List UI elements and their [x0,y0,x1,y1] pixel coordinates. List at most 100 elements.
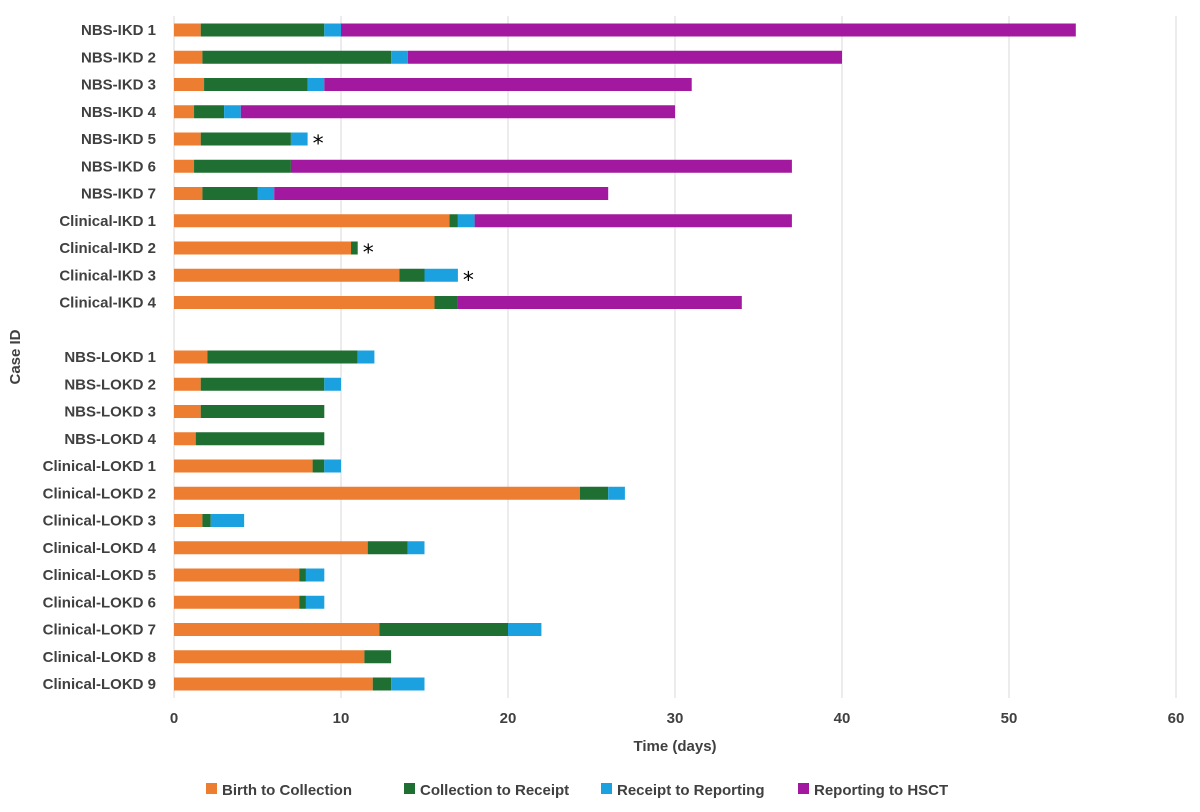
y-axis-title: Case ID [7,329,24,384]
bar-collection-to-receipt-clinical-lokd-7 [379,623,508,636]
category-label-clinical-lokd-1: Clinical-LOKD 1 [43,458,156,475]
category-label-clinical-lokd-2: Clinical-LOKD 2 [43,485,156,502]
category-label-nbs-lokd-2: NBS-LOKD 2 [64,376,156,393]
category-label-clinical-lokd-5: Clinical-LOKD 5 [43,567,156,584]
category-label-nbs-ikd-4: NBS-IKD 4 [81,104,157,121]
bar-collection-to-receipt-clinical-lokd-1 [312,459,325,473]
bar-birth-to-collection-nbs-lokd-2 [174,377,201,391]
bar-collection-to-receipt-nbs-ikd-2 [202,50,392,64]
bar-collection-to-receipt-clinical-ikd-1 [449,214,458,228]
bar-collection-to-receipt-clinical-lokd-5 [299,568,306,582]
bar-birth-to-collection-clinical-lokd-1 [174,459,313,473]
category-label-clinical-lokd-7: Clinical-LOKD 7 [43,622,156,639]
bar-collection-to-receipt-nbs-ikd-6 [194,159,291,173]
bar-birth-to-collection-clinical-lokd-7 [174,623,380,636]
category-label-nbs-lokd-4: NBS-LOKD 4 [64,431,156,448]
bar-receipt-to-reporting-nbs-ikd-1 [324,23,341,37]
bar-reporting-to-hsct-nbs-ikd-7 [274,187,609,200]
legend-swatch-collection-to-receipt [404,783,415,794]
bar-collection-to-receipt-nbs-lokd-1 [207,350,358,364]
bar-collection-to-receipt-clinical-lokd-8 [364,650,392,664]
bar-collection-to-receipt-nbs-ikd-3 [204,78,308,91]
bar-birth-to-collection-clinical-lokd-5 [174,568,300,582]
bar-receipt-to-reporting-clinical-lokd-4 [407,541,425,555]
category-label-clinical-lokd-8: Clinical-LOKD 8 [43,649,156,666]
bar-birth-to-collection-clinical-lokd-3 [174,514,203,527]
bar-reporting-to-hsct-nbs-ikd-2 [407,50,842,64]
bar-reporting-to-hsct-nbs-ikd-1 [341,23,1076,37]
bar-receipt-to-reporting-clinical-lokd-6 [305,595,325,609]
bar-receipt-to-reporting-clinical-lokd-5 [305,568,325,582]
bar-reporting-to-hsct-nbs-ikd-4 [240,105,676,119]
bar-birth-to-collection-clinical-ikd-1 [174,214,450,228]
bar-receipt-to-reporting-nbs-ikd-5 [290,132,308,146]
category-label-nbs-ikd-1: NBS-IKD 1 [81,22,156,39]
legend-label-birth-to-collection: Birth to Collection [222,782,352,799]
bar-receipt-to-reporting-clinical-lokd-1 [324,459,341,473]
category-label-nbs-ikd-6: NBS-IKD 6 [81,158,156,175]
category-label-clinical-ikd-4: Clinical-IKD 4 [59,295,156,312]
x-tick-60: 60 [1168,710,1185,727]
bar-collection-to-receipt-clinical-lokd-4 [367,541,408,555]
category-label-clinical-lokd-6: Clinical-LOKD 6 [43,594,156,611]
bar-collection-to-receipt-clinical-ikd-3 [399,268,425,282]
bar-birth-to-collection-nbs-ikd-6 [174,159,195,173]
annotation-asterisk-clinical-ikd-2: * [363,241,374,266]
legend: Birth to Collection Collection to Receipt… [206,782,948,799]
bar-birth-to-collection-clinical-ikd-3 [174,268,400,282]
bar-receipt-to-reporting-clinical-lokd-3 [210,514,245,527]
bar-birth-to-collection-clinical-lokd-6 [174,595,300,609]
legend-label-reporting-to-hsct: Reporting to HSCT [814,782,948,799]
bar-reporting-to-hsct-clinical-ikd-4 [457,296,742,309]
x-tick-40: 40 [834,710,851,727]
bar-reporting-to-hsct-nbs-ikd-6 [290,159,792,173]
category-label-nbs-lokd-3: NBS-LOKD 3 [64,404,156,421]
bar-birth-to-collection-nbs-ikd-5 [174,132,201,146]
bar-receipt-to-reporting-clinical-ikd-3 [424,268,458,282]
bar-collection-to-receipt-clinical-lokd-2 [579,486,609,500]
legend-swatch-birth-to-collection [206,783,217,794]
bar-reporting-to-hsct-clinical-ikd-1 [474,214,792,228]
x-tick-20: 20 [500,710,517,727]
category-labels: NBS-IKD 1 NBS-IKD 2 NBS-IKD 3 NBS-IKD 4 NBS-… [43,22,157,693]
legend-swatch-receipt-to-reporting [601,783,612,794]
annotations: * * * [313,132,474,293]
legend-label-collection-to-receipt: Collection to Receipt [420,782,569,799]
bar-birth-to-collection-clinical-lokd-2 [174,486,580,500]
category-label-clinical-ikd-1: Clinical-IKD 1 [59,213,156,230]
category-label-clinical-lokd-3: Clinical-LOKD 3 [43,513,156,530]
category-label-nbs-ikd-2: NBS-IKD 2 [81,49,156,66]
bar-collection-to-receipt-nbs-ikd-7 [202,187,258,200]
bar-birth-to-collection-nbs-ikd-3 [174,78,205,91]
bar-birth-to-collection-nbs-lokd-1 [174,350,208,364]
x-tick-50: 50 [1001,710,1018,727]
bar-collection-to-receipt-nbs-ikd-1 [200,23,325,37]
gridlines [173,16,1177,698]
category-label-clinical-ikd-3: Clinical-IKD 3 [59,267,156,284]
bar-receipt-to-reporting-nbs-ikd-4 [224,105,241,119]
bar-birth-to-collection-clinical-ikd-2 [174,241,352,255]
bar-receipt-to-reporting-clinical-lokd-7 [508,623,542,636]
x-tick-labels: 0 10 20 30 40 50 60 [170,710,1185,727]
category-label-nbs-ikd-5: NBS-IKD 5 [81,131,156,148]
bar-receipt-to-reporting-nbs-ikd-3 [307,78,325,91]
bars [174,23,1076,691]
category-label-nbs-ikd-3: NBS-IKD 3 [81,77,156,94]
category-label-nbs-lokd-1: NBS-LOKD 1 [64,349,156,366]
bar-birth-to-collection-clinical-ikd-4 [174,296,435,309]
annotation-asterisk-clinical-ikd-3: * [463,268,474,293]
bar-birth-to-collection-nbs-ikd-7 [174,187,203,200]
annotation-asterisk-nbs-ikd-5: * [313,132,324,157]
bar-receipt-to-reporting-nbs-lokd-2 [324,377,341,391]
bar-receipt-to-reporting-clinical-lokd-2 [608,486,625,500]
bar-collection-to-receipt-nbs-ikd-4 [194,105,225,119]
legend-label-receipt-to-reporting: Receipt to Reporting [617,782,765,799]
bar-collection-to-receipt-clinical-lokd-9 [372,677,392,691]
bar-collection-to-receipt-clinical-ikd-4 [434,296,458,309]
x-tick-0: 0 [170,710,178,727]
category-label-clinical-lokd-9: Clinical-LOKD 9 [43,676,156,693]
bar-birth-to-collection-clinical-lokd-9 [174,677,373,691]
bar-collection-to-receipt-clinical-ikd-2 [351,241,358,255]
bar-collection-to-receipt-nbs-lokd-3 [200,405,325,418]
